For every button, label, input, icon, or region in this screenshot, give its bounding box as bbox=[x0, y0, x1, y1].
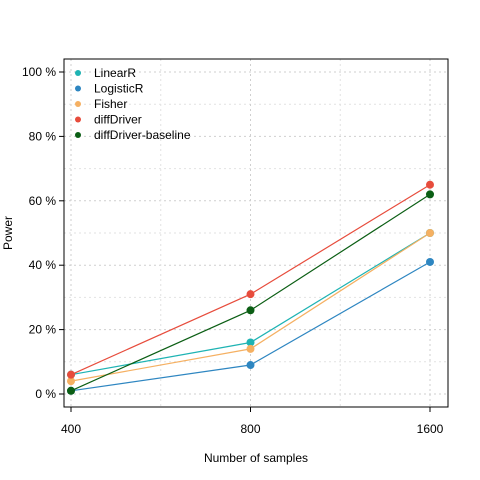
data-point bbox=[246, 344, 255, 353]
y-tick-label: 60 % bbox=[29, 194, 57, 208]
legend-label: diffDriver-baseline bbox=[94, 128, 191, 142]
legend-marker bbox=[75, 101, 81, 107]
legend-marker bbox=[75, 85, 81, 92]
data-point bbox=[67, 370, 75, 379]
y-tick-label: 40 % bbox=[29, 258, 57, 272]
legend-label: diffDriver bbox=[94, 113, 142, 127]
data-point bbox=[246, 338, 255, 347]
grid bbox=[64, 59, 448, 407]
data-point bbox=[67, 386, 75, 395]
y-tick-label: 20 % bbox=[29, 323, 57, 337]
x-tick-label: 1600 bbox=[417, 422, 444, 436]
y-axis: 0 % 20 % 40 % 60 % 80 % 100 % bbox=[22, 65, 64, 401]
data-point bbox=[246, 290, 255, 299]
x-tick-label: 400 bbox=[61, 422, 81, 436]
legend-label: LogisticR bbox=[94, 82, 144, 96]
series-diffdriver bbox=[67, 180, 434, 379]
legend-item: diffDriver-baseline bbox=[75, 128, 191, 142]
data-point bbox=[67, 377, 75, 386]
y-tick-label: 100 % bbox=[22, 65, 56, 79]
plot-frame bbox=[63, 58, 449, 408]
legend-marker bbox=[75, 116, 81, 123]
series-layer bbox=[67, 180, 434, 395]
legend-item: diffDriver bbox=[75, 113, 142, 127]
x-axis: 400 800 1600 bbox=[61, 407, 444, 436]
x-tick-label: 800 bbox=[240, 422, 260, 436]
legend-label: LinearR bbox=[94, 66, 136, 80]
legend-item: LinearR bbox=[75, 66, 136, 80]
y-tick-label: 0 % bbox=[35, 387, 56, 401]
x-axis-title: Number of samples bbox=[204, 451, 308, 465]
y-axis-title: Power bbox=[1, 216, 15, 250]
legend-marker bbox=[75, 70, 81, 76]
legend-marker bbox=[75, 132, 81, 138]
y-tick-label: 80 % bbox=[29, 129, 57, 143]
data-point bbox=[246, 361, 255, 370]
data-point bbox=[426, 257, 434, 266]
data-point bbox=[246, 306, 255, 315]
legend-item: Fisher bbox=[75, 97, 127, 111]
data-point bbox=[426, 229, 434, 237]
legend-item: LogisticR bbox=[75, 82, 144, 96]
series-diffdriver-baseline bbox=[67, 190, 434, 395]
data-point bbox=[426, 180, 434, 189]
series-fisher bbox=[67, 229, 434, 386]
legend-label: Fisher bbox=[94, 97, 127, 111]
data-point bbox=[426, 190, 434, 199]
